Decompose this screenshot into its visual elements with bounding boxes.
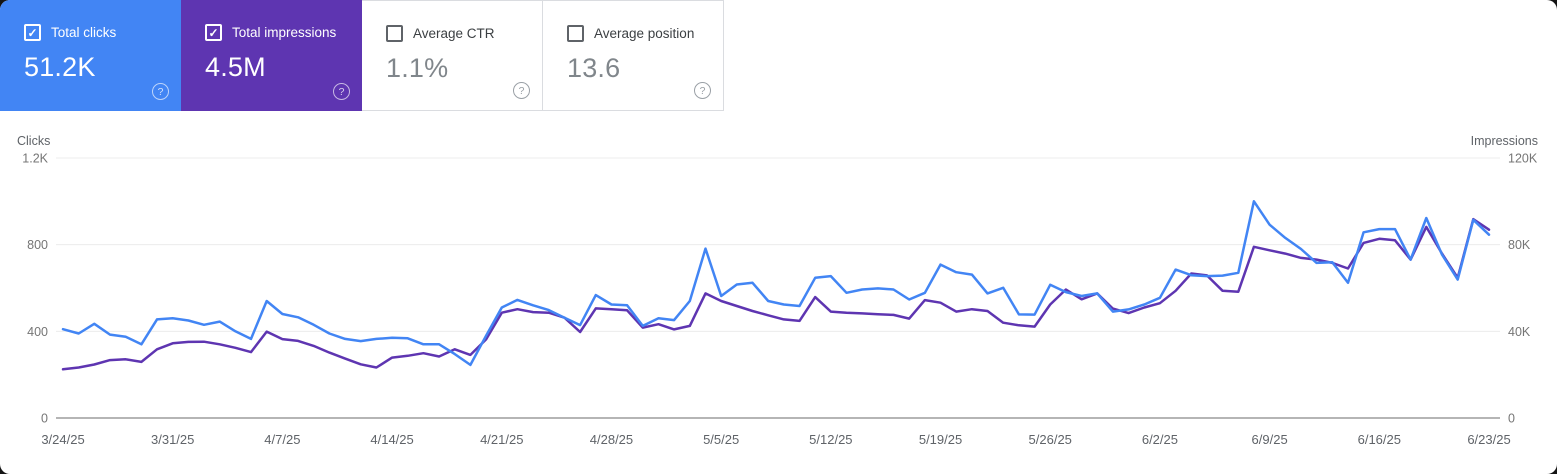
x-tick-label: 6/23/25 (1467, 432, 1510, 447)
metric-label: Total impressions (232, 25, 337, 40)
x-tick-label: 6/9/25 (1252, 432, 1288, 447)
axis-tick-labels: 0 400 800 1.2K 0 40K 80K 120K 3/24/25 3/31/25 4/7/… (22, 152, 1538, 448)
x-tick-label: 6/2/25 (1142, 432, 1178, 447)
x-tick-label: 3/24/25 (41, 432, 84, 447)
help-icon[interactable]: ? (333, 83, 350, 100)
x-tick-label: 5/26/25 (1029, 432, 1072, 447)
metric-value: 1.1% (386, 53, 449, 83)
left-y-tick-label: 800 (27, 238, 48, 252)
left-y-tick-label: 400 (27, 325, 48, 339)
checkmark-icon: ✓ (208, 25, 219, 40)
clicks-line (61, 200, 1491, 367)
metric-value: 4.5M (205, 52, 266, 82)
metric-value: 51.2K (24, 52, 96, 82)
checkbox-icon[interactable]: ✓ (205, 24, 222, 41)
right-y-tick-label: 0 (1508, 412, 1515, 426)
card-total-impressions[interactable]: ✓ Total impressions 4.5M ? (181, 0, 362, 111)
metric-value: 13.6 (567, 53, 621, 83)
metric-label: Average CTR (413, 26, 495, 41)
left-y-tick-label: 1.2K (22, 152, 48, 166)
x-tick-label: 3/31/25 (151, 432, 194, 447)
gridlines (56, 157, 1500, 419)
left-y-tick-label: 0 (41, 412, 48, 426)
x-tick-label: 4/28/25 (590, 432, 633, 447)
metric-label: Average position (594, 26, 695, 41)
x-tick-label: 4/7/25 (264, 432, 300, 447)
checkmark-icon: ✓ (27, 25, 38, 40)
checkbox-icon[interactable]: ✓ (567, 25, 584, 42)
card-average-ctr[interactable]: ✓ Average CTR 1.1% ? (362, 0, 543, 111)
right-axis-title: Impressions (1470, 134, 1538, 148)
x-tick-label: 4/14/25 (370, 432, 413, 447)
checkbox-icon[interactable]: ✓ (386, 25, 403, 42)
x-tick-label: 5/5/25 (703, 432, 739, 447)
x-tick-label: 6/16/25 (1358, 432, 1401, 447)
help-icon[interactable]: ? (694, 82, 711, 99)
card-header: ✓ Average CTR (386, 25, 542, 42)
metric-cards-row: ✓ Total clicks 51.2K ? ✓ Total impressio… (0, 0, 724, 111)
x-tick-label: 5/19/25 (919, 432, 962, 447)
right-y-tick-label: 40K (1508, 325, 1531, 339)
x-tick-label: 5/12/25 (809, 432, 852, 447)
card-header: ✓ Average position (567, 25, 723, 42)
card-total-clicks[interactable]: ✓ Total clicks 51.2K ? (0, 0, 181, 111)
card-header: ✓ Total impressions (205, 24, 362, 41)
impressions-line (61, 217, 1491, 371)
left-axis-title: Clicks (17, 134, 51, 148)
right-y-tick-label: 120K (1508, 152, 1538, 166)
x-tick-label: 4/21/25 (480, 432, 523, 447)
metric-label: Total clicks (51, 25, 117, 40)
card-header: ✓ Total clicks (24, 24, 181, 41)
help-icon[interactable]: ? (152, 83, 169, 100)
right-y-tick-label: 80K (1508, 238, 1531, 252)
help-icon[interactable]: ? (513, 82, 530, 99)
card-average-position[interactable]: ✓ Average position 13.6 ? (543, 0, 724, 111)
checkbox-icon[interactable]: ✓ (24, 24, 41, 41)
